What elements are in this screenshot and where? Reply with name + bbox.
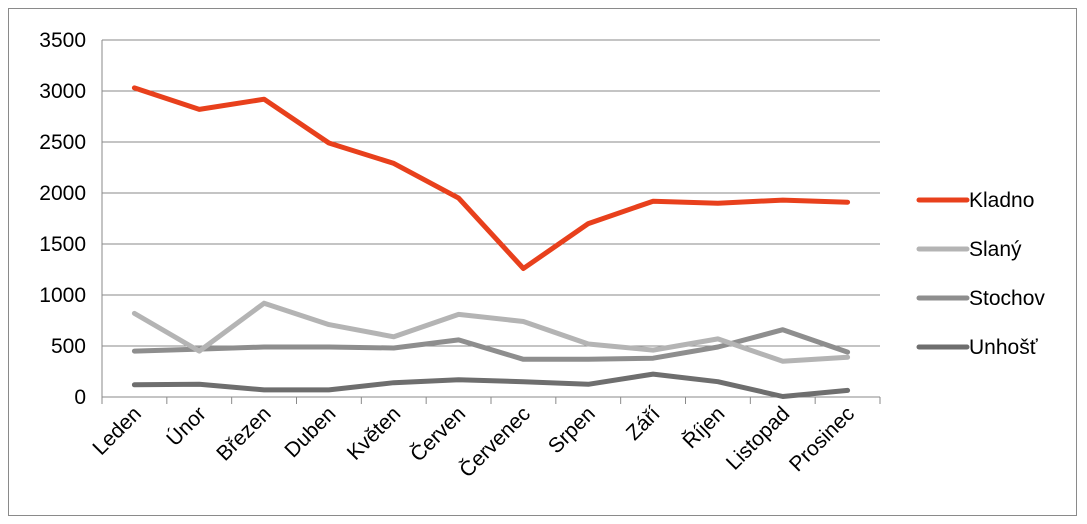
x-tick-label: Květen <box>343 402 406 465</box>
y-tick-label: 1500 <box>39 233 86 256</box>
legend-label: Stochov <box>969 287 1045 310</box>
series-lines <box>131 85 851 399</box>
y-tick-label: 1000 <box>39 284 86 307</box>
x-tick-label: Srpen <box>544 402 600 458</box>
legend-label: Slaný <box>969 238 1022 261</box>
x-tick-label: Červenec <box>455 402 535 482</box>
x-tick-label: Listopad <box>722 402 794 474</box>
x-tick-label: Červen <box>406 402 470 466</box>
x-tick-label: Říjen <box>679 402 730 453</box>
x-axis-tick-labels: Leden Únor Březen Duben Květen ČervenČervenec… <box>88 402 859 482</box>
series-line-4 <box>131 371 851 399</box>
y-tick-label: 0 <box>74 386 86 409</box>
series-line-2 <box>131 300 851 364</box>
x-tick-label: Září <box>622 402 665 445</box>
y-axis-tick-labels: 0 500 1000 1500 2000 2500 3000 3500 <box>39 29 86 409</box>
series-line-1 <box>131 85 851 271</box>
x-tick-label: Únor <box>162 402 210 450</box>
x-tick-label: Březen <box>212 402 275 465</box>
y-tick-label: 2500 <box>39 131 86 154</box>
x-tick-label: Leden <box>88 402 146 460</box>
chart-frame <box>8 8 1077 516</box>
legend: Kladno Slaný Stochov Unhošť <box>916 189 1045 359</box>
x-tick-label: Prosinec <box>785 402 859 476</box>
y-tick-label: 2000 <box>39 182 86 205</box>
x-tick-label: Duben <box>280 402 340 462</box>
legend-label: Kladno <box>969 189 1034 212</box>
y-tick-label: 3000 <box>39 80 86 103</box>
y-tick-label: 500 <box>51 335 86 358</box>
legend-label: Unhošť <box>969 336 1039 359</box>
y-tick-label: 3500 <box>39 29 86 52</box>
